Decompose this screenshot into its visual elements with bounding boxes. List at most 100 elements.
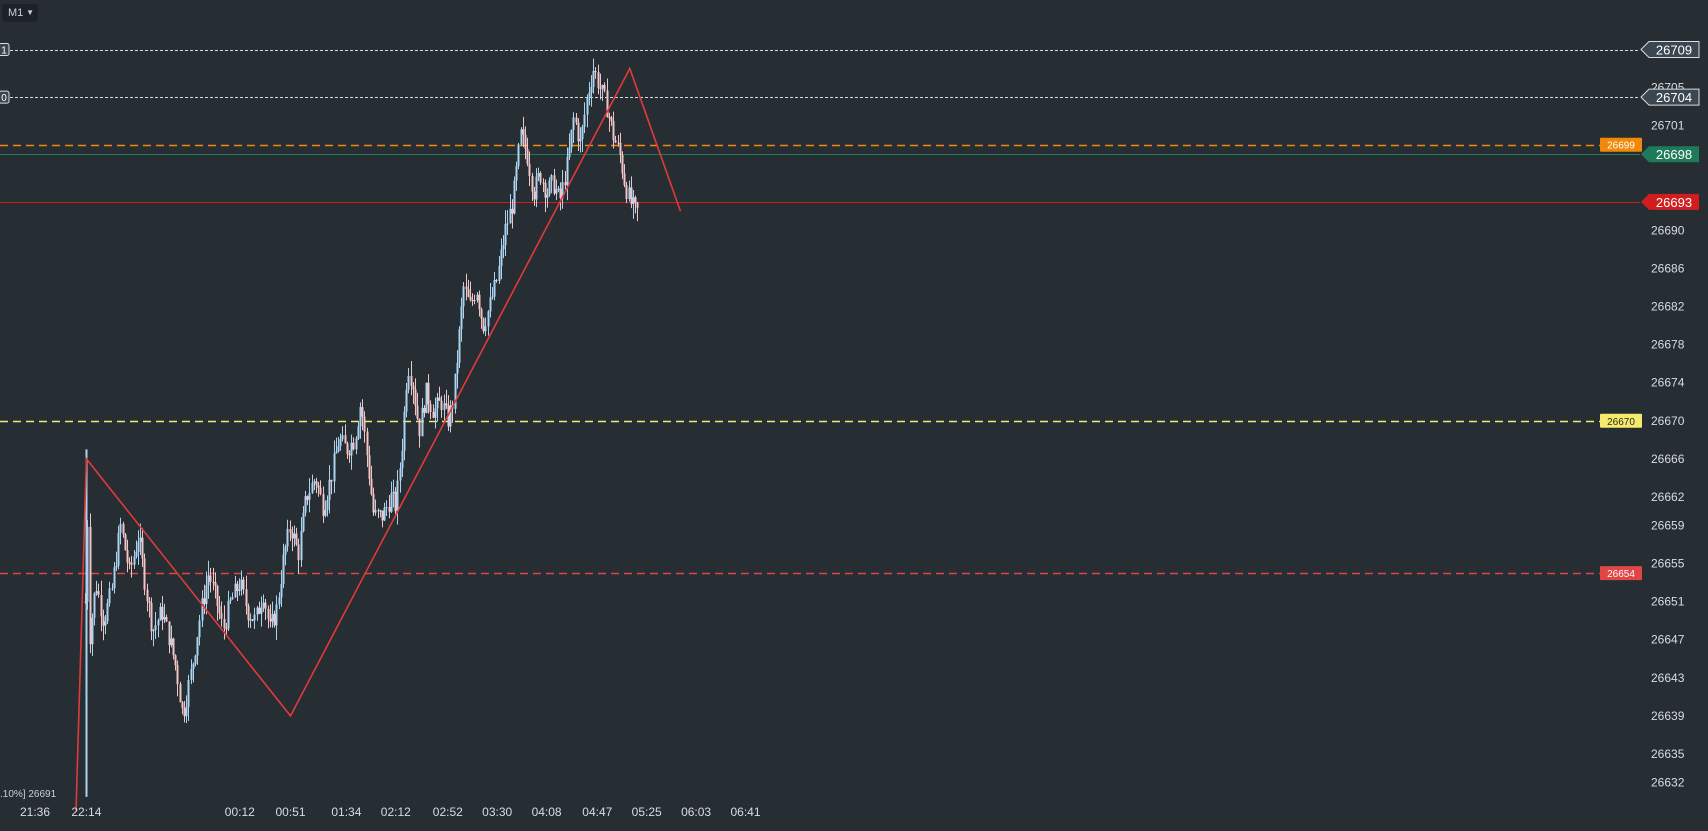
- candle-body: [157, 620, 160, 626]
- candle-body: [594, 70, 597, 73]
- candle-body: [399, 468, 402, 481]
- candle-body: [128, 562, 131, 564]
- candle-body: [330, 479, 333, 482]
- ask-line-tag: 26698: [1641, 146, 1699, 163]
- candle-body: [555, 189, 558, 194]
- candle-body: [262, 602, 265, 608]
- candle-body: [183, 708, 186, 717]
- candle-body: [568, 147, 571, 158]
- candle-body: [583, 114, 586, 127]
- candle-body: [370, 478, 373, 494]
- candle-body: [146, 589, 149, 602]
- candle-body: [548, 180, 551, 195]
- y-tick-label: 26632: [1651, 776, 1685, 790]
- y-tick-label: 26678: [1651, 338, 1685, 352]
- candle-body: [454, 373, 457, 409]
- candle-body: [612, 121, 615, 141]
- candle-body: [564, 182, 567, 186]
- candle-body: [438, 397, 441, 401]
- candle-body: [282, 554, 285, 584]
- candle-body: [357, 426, 360, 439]
- candle-body: [506, 223, 509, 225]
- candle-body: [335, 451, 338, 454]
- candle-body: [245, 589, 248, 606]
- candle-body: [491, 296, 494, 298]
- candle-body: [315, 481, 318, 486]
- candle-body: [231, 597, 234, 600]
- timeframe-selector[interactable]: M1 ▼: [2, 4, 38, 22]
- candle-body: [522, 129, 525, 135]
- candle-body: [436, 397, 439, 409]
- candle-body: [154, 625, 157, 631]
- candle-body: [102, 616, 105, 626]
- candle-body: [445, 403, 448, 406]
- candle-body: [537, 173, 540, 177]
- candle-body: [520, 129, 523, 145]
- candle-body: [471, 299, 474, 301]
- candle-body: [229, 599, 232, 601]
- candle-body: [401, 450, 404, 469]
- candle-body: [606, 90, 609, 118]
- candle-body: [275, 604, 278, 626]
- y-tick-label: 26647: [1651, 633, 1685, 647]
- candle-body: [355, 438, 358, 450]
- candle-body: [225, 628, 228, 630]
- candle-body: [592, 70, 595, 88]
- candle-body: [311, 482, 314, 494]
- candle-body: [579, 139, 582, 142]
- candle-body: [337, 446, 340, 452]
- candle-body: [256, 607, 259, 615]
- candle-body: [117, 532, 120, 566]
- candle-body: [619, 143, 622, 155]
- x-tick-label: 02:52: [433, 805, 463, 819]
- candle-body: [374, 510, 377, 513]
- candle-body: [456, 362, 459, 374]
- orange-level-tag: 26699: [1600, 137, 1642, 152]
- candle-body: [238, 589, 241, 592]
- candle-body: [511, 208, 514, 214]
- candle-body: [443, 403, 446, 411]
- candle-body: [489, 297, 492, 312]
- candle-body: [465, 286, 468, 289]
- candle-body: [317, 485, 320, 488]
- x-tick-label: 05:25: [632, 805, 662, 819]
- candle-body: [260, 607, 263, 614]
- y-tick-label: 26674: [1651, 376, 1685, 390]
- candle-body: [108, 588, 111, 604]
- candle-body: [557, 188, 560, 190]
- candle-body: [414, 389, 417, 406]
- candle-body: [300, 531, 303, 561]
- candle-body: [278, 597, 281, 605]
- x-tick-label: 21:36: [20, 805, 50, 819]
- candle-body: [306, 496, 309, 500]
- candle-body: [236, 583, 239, 592]
- level-1-tag: 26709 1: [0, 41, 1700, 58]
- svg-text:1: 1: [1, 46, 7, 57]
- candle-body: [124, 534, 127, 551]
- candle-body: [304, 496, 307, 513]
- candle-body: [513, 180, 516, 214]
- x-tick-label: 22:14: [71, 805, 101, 819]
- candle-body: [227, 600, 230, 629]
- candle-body: [361, 407, 364, 417]
- candle-body: [460, 306, 463, 330]
- candle-body: [139, 537, 142, 542]
- candle-body: [434, 408, 437, 418]
- svg-text:26654: 26654: [1607, 569, 1635, 580]
- candle-body: [599, 87, 602, 89]
- candle-body: [515, 165, 518, 181]
- candle-body: [247, 605, 250, 621]
- candle-body: [242, 579, 245, 590]
- candle-body: [610, 117, 613, 122]
- level-0-tag: 26704 0: [0, 88, 1700, 106]
- candle-body: [308, 493, 311, 500]
- candle-body: [476, 294, 479, 301]
- candle-body: [469, 296, 472, 300]
- candle-body: [352, 442, 355, 450]
- candle-body: [170, 638, 173, 646]
- y-tick-label: 26670: [1651, 414, 1685, 428]
- candle-body: [174, 655, 177, 666]
- candle-body: [487, 311, 490, 327]
